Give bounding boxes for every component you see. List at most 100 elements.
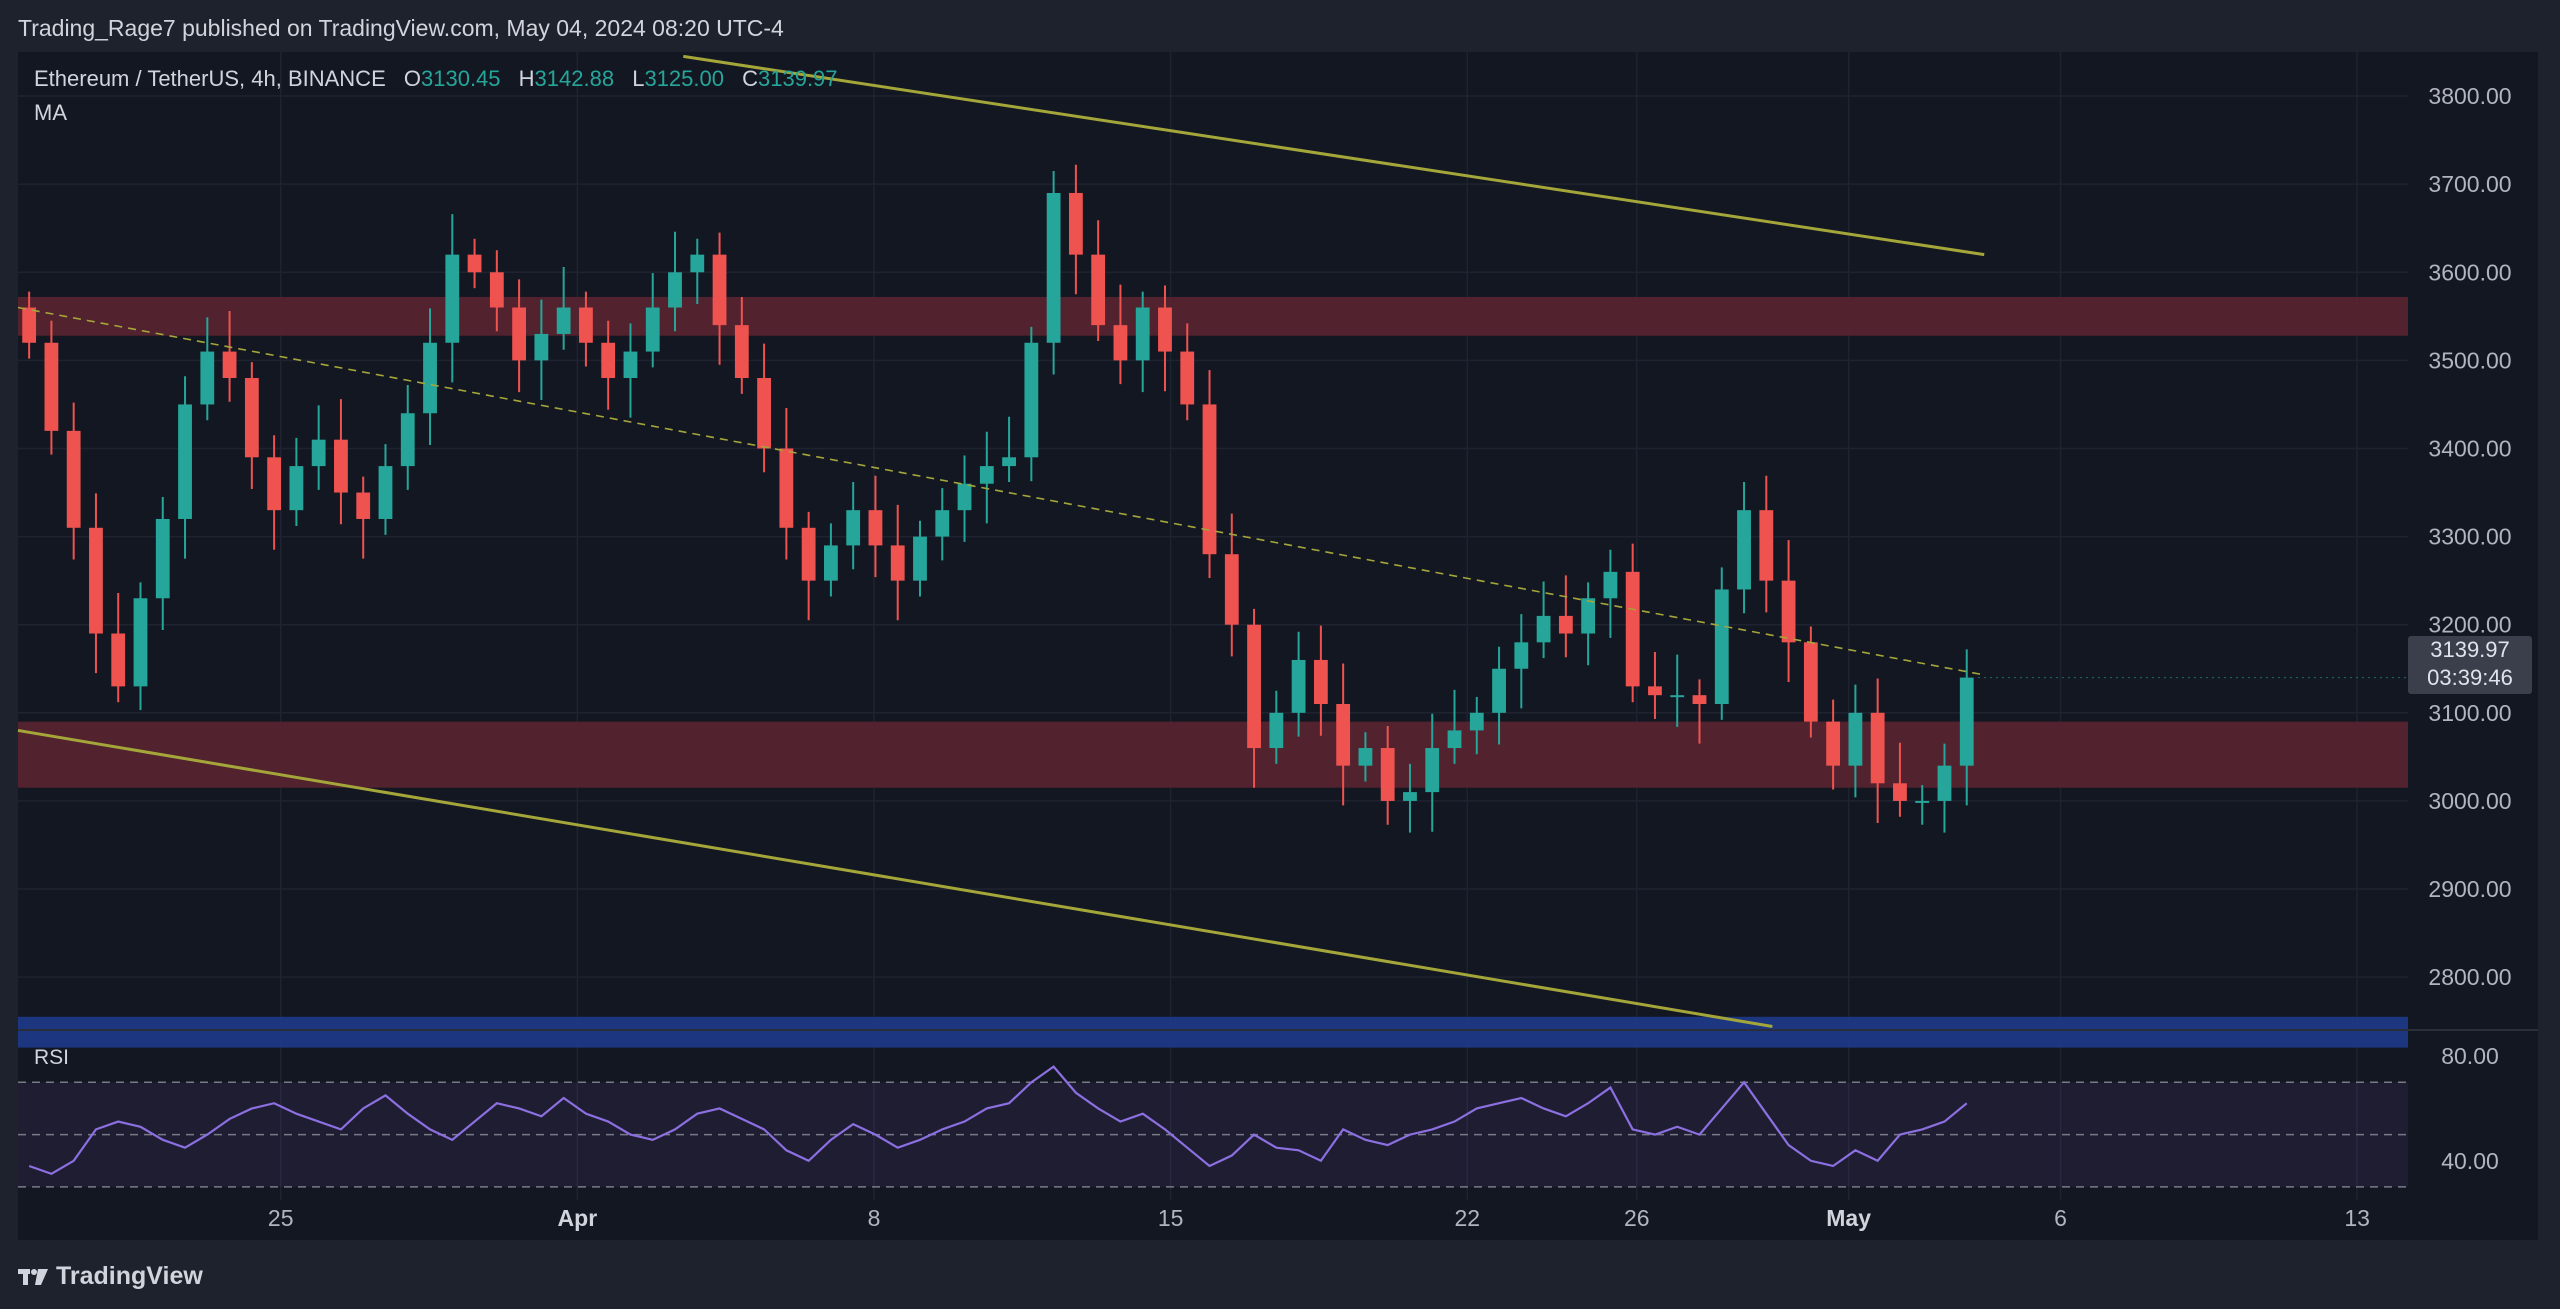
candle-body [1648,686,1662,696]
candle-body [757,378,771,449]
candle-body [1625,571,1640,687]
candle-body [1603,571,1618,599]
close-value: 3139.97 [758,66,838,91]
candle-body [556,307,571,334]
candle-body [311,439,326,467]
candle-body [1403,792,1417,801]
candle-body [1915,800,1930,803]
candle-body [1469,712,1484,731]
zone-resistance [18,296,2408,336]
candle-body [1581,598,1596,634]
candle-body [1781,580,1796,643]
time-axis-label: 8 [868,1205,881,1231]
candle-body [890,545,905,581]
candle-body [1826,721,1841,766]
time-axis-label: Apr [558,1205,598,1231]
close-label: C [742,66,758,91]
rsi-axis-label: 80.00 [2441,1043,2499,1069]
candle-body [1247,624,1261,749]
price-axis-label: 3300.00 [2428,524,2511,550]
candle-body [334,439,348,493]
candle-body [44,342,59,431]
candle-body [534,333,549,361]
candle-body [356,492,371,519]
candle-body [1224,554,1239,625]
candle-body [668,272,682,308]
candle-body [155,518,170,599]
publisher-line: Trading_Rage7 published on TradingView.c… [18,15,784,41]
candle-body [423,342,437,414]
price-chart[interactable]: 3800.00 3700.00 3600.00 3500.00 3400.00 3300.… [0,0,2560,1240]
candle-body [846,510,861,546]
candle-countdown: 03:39:46 [2427,665,2513,690]
candle-body [1714,589,1729,704]
candle-body [1937,765,1952,801]
candle-body [267,457,282,511]
candle-body [1269,712,1284,749]
price-axis-label: 3600.00 [2428,259,2511,285]
tradingview-logo[interactable]: TradingView [18,1262,203,1291]
candle-body [1492,668,1506,713]
candle-body [1358,748,1373,766]
price-axis-label: 3000.00 [2428,788,2511,814]
candle-body [1670,695,1685,698]
open-value: 3130.45 [421,66,501,91]
low-label: L [632,66,645,91]
last-price-tag: 3139.97 03:39:46 [2408,636,2532,694]
price-axis-label: 2900.00 [2428,876,2511,902]
candle-body [1959,677,1974,766]
candle-body [1893,783,1907,801]
ma-indicator-label[interactable]: MA [34,100,67,125]
symbol-name: Ethereum / TetherUS, 4h, BINANCE [34,66,386,91]
candle-body [1447,730,1462,749]
price-axis-label: 3100.00 [2428,700,2511,726]
price-axis-label: 3200.00 [2428,612,2511,638]
time-axis-label: 13 [2344,1205,2370,1231]
price-axis-label: 2800.00 [2428,964,2511,990]
candle-body [1024,342,1039,458]
time-axis-label: May [1826,1205,1871,1231]
candle-body [1158,307,1172,352]
candle-body [1180,351,1195,405]
candle-body [957,483,972,511]
candle-body [1803,642,1818,722]
candle-body [1848,712,1863,766]
candle-body [222,351,237,378]
candle-body [1091,254,1106,326]
candle-body [22,307,37,343]
trendline-1 [683,54,1985,257]
last-price: 3139.97 [2430,637,2510,662]
candle-body [400,413,415,467]
candle-body [801,527,816,581]
candle-body [1380,748,1395,801]
candle-body [66,430,81,528]
symbol-legend: Ethereum / TetherUS, 4h, BINANCE O3130.4… [34,66,838,92]
candle-body [579,307,593,343]
candle-body [512,307,527,361]
candle-body [779,448,794,528]
candle-body [1068,192,1083,255]
zone-demand [18,1016,2408,1048]
low-value: 3125.00 [644,66,724,91]
candle-body [1759,510,1774,581]
tradingview-logo-text: TradingView [56,1262,203,1290]
candle-body [1202,404,1217,555]
time-axis-label: 25 [268,1205,294,1231]
zone-support [18,721,2408,788]
candle-body [133,598,148,687]
price-axis-label: 3700.00 [2428,171,2511,197]
candle-body [489,272,504,308]
publisher-bar: Trading_Rage7 published on TradingView.c… [0,0,2560,52]
rsi-indicator-label[interactable]: RSI [34,1046,70,1069]
candle-body [690,254,705,273]
candle-body [1291,659,1306,713]
time-axis-label: 22 [1454,1205,1480,1231]
candle-body [868,510,883,546]
candle-body [734,325,749,378]
candle-body [645,307,660,352]
candle-body [1336,704,1351,766]
candle-body [1692,695,1707,704]
candle-body [1536,615,1551,643]
trendline-2 [17,728,1773,1028]
rsi-axis-label: 40.00 [2441,1148,2499,1174]
